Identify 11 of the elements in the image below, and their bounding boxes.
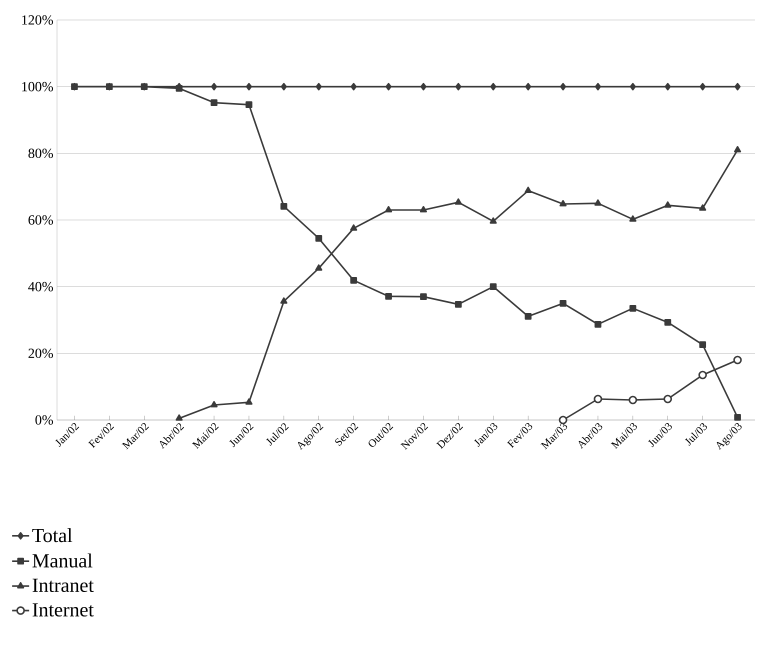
legend-label: Manual bbox=[32, 553, 92, 568]
legend-label: Total bbox=[32, 528, 72, 542]
legend-label: Intranet bbox=[32, 578, 94, 592]
y-tick-label: 40% bbox=[28, 282, 53, 292]
y-tick-label: 120% bbox=[22, 15, 53, 25]
y-tick-label: 100% bbox=[22, 82, 53, 92]
legend-label: Internet bbox=[32, 603, 94, 617]
y-tick-label: 60% bbox=[28, 215, 53, 225]
y-tick-label: 80% bbox=[28, 148, 53, 158]
y-tick-label: 20% bbox=[28, 348, 53, 358]
y-tick-label: 0% bbox=[35, 415, 53, 425]
